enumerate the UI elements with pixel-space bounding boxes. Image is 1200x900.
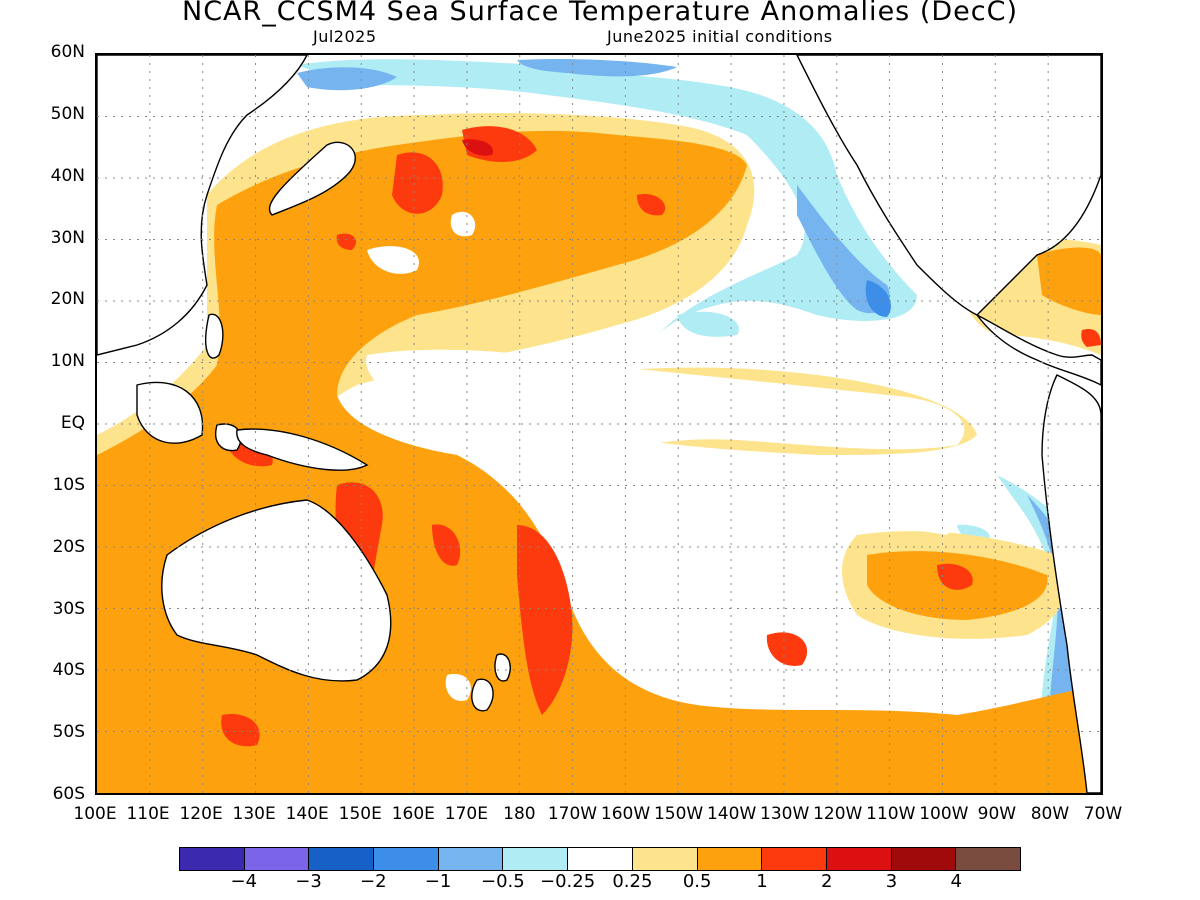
lat-label: 30N: [50, 227, 85, 248]
lat-label: 20S: [52, 536, 85, 557]
lon-label: 160W: [600, 804, 651, 824]
lon-label: 120W: [813, 804, 863, 824]
lat-label: 40N: [50, 165, 85, 186]
map-gridlines: [97, 55, 1101, 793]
colorbar-swatch: [891, 848, 957, 870]
lon-label: 170E: [444, 804, 488, 824]
lon-label: 120E: [179, 804, 223, 824]
colorbar-label: −2: [360, 871, 387, 892]
lon-label: 110W: [866, 804, 916, 824]
colorbar-label: −4: [230, 871, 258, 892]
colorbar-swatch: [309, 848, 375, 870]
lat-label: 10N: [50, 351, 85, 372]
colorbar-label: 2: [820, 871, 833, 892]
valid-month: Jul2025: [313, 27, 377, 46]
colorbar-label: −0.25: [540, 871, 596, 892]
colorbar-label: 1: [756, 871, 768, 892]
colorbar-swatch: [438, 848, 504, 870]
lon-label: 170W: [547, 804, 598, 824]
lat-label: 40S: [52, 660, 85, 681]
colorbar-label: 3: [885, 871, 898, 892]
colorbar-label: −1: [424, 871, 452, 892]
init-conditions: June2025 initial conditions: [607, 27, 833, 46]
lat-label: 60S: [52, 784, 85, 804]
colorbar-swatch: [180, 848, 245, 870]
lon-label: 150E: [338, 804, 382, 824]
lon-label: 110E: [126, 804, 170, 824]
lat-label: 50S: [52, 722, 85, 743]
map-title: NCAR_CCSM4 Sea Surface Temperature Anoma…: [182, 0, 1018, 27]
colorbar-label: 4: [950, 871, 962, 892]
colorbar-swatch: [374, 848, 439, 870]
lat-label: EQ: [60, 413, 85, 433]
colorbar-label: 0.25: [612, 871, 653, 892]
colorbar-swatch: [244, 848, 310, 870]
lat-label: 10S: [52, 474, 85, 495]
colorbar-swatch: [762, 848, 827, 870]
lon-label: 180: [503, 804, 536, 824]
lat-label: 20N: [50, 289, 85, 310]
lon-label: 100W: [919, 804, 969, 824]
colorbar-swatch: [568, 848, 633, 870]
map-canvas: [97, 55, 1101, 793]
colorbar-swatch: [697, 848, 763, 870]
lon-label: 70W: [1083, 804, 1123, 824]
lat-label: 60N: [50, 42, 85, 62]
sst-anomaly-map: [95, 53, 1103, 795]
colorbar-swatch: [826, 848, 892, 870]
colorbar-swatch: [503, 848, 569, 870]
colorbar-label: −0.5: [480, 871, 525, 892]
lon-label: 80W: [1030, 804, 1070, 824]
lon-label: 140E: [285, 804, 329, 824]
colorbar: [179, 847, 1021, 871]
lon-label: 130E: [232, 804, 276, 824]
colorbar-swatch: [956, 848, 1020, 870]
lon-label: 160E: [391, 804, 435, 824]
colorbar-label: −3: [295, 871, 322, 892]
colorbar-label: 0.5: [682, 871, 712, 892]
lon-label: 100E: [73, 804, 117, 824]
lon-label: 90W: [977, 804, 1017, 824]
colorbar-swatch: [632, 848, 698, 870]
lat-label: 50N: [50, 103, 85, 124]
lon-label: 130W: [760, 804, 810, 824]
lat-label: 30S: [52, 598, 85, 619]
lon-label: 140W: [706, 804, 757, 824]
lon-label: 150W: [653, 804, 704, 824]
